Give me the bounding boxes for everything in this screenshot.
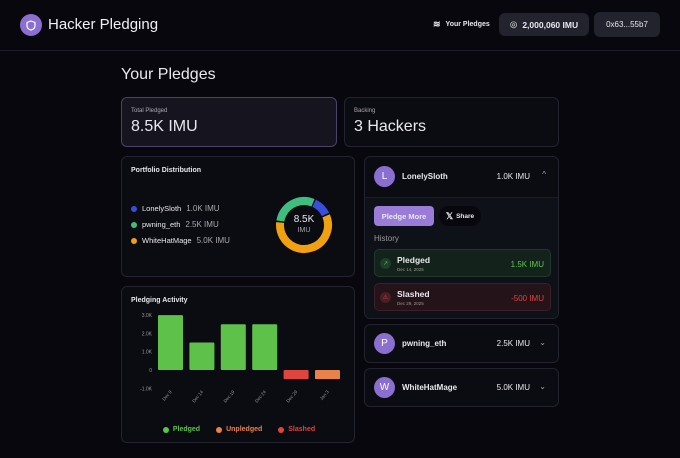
x-tick-label: Dec 9 — [161, 389, 173, 402]
history-item-slashed: ⚠ Slashed Dec 29, 2025 -500 IMU — [374, 283, 551, 311]
donut-slice-LonelySloth — [276, 197, 332, 253]
avatar: L — [374, 166, 395, 187]
bar-jan-3 — [315, 370, 340, 380]
donut-slice-WhiteHatMage — [276, 197, 332, 253]
bar-dec-9 — [158, 315, 183, 370]
wallet-button[interactable]: 0x63...55b7 — [594, 12, 660, 37]
x-tick-label: Dec 29 — [285, 389, 298, 404]
warning-icon: ⚠ — [380, 292, 391, 303]
x-logo-icon: 𝕏 — [445, 210, 454, 221]
bar-chart: 3.0K 2.0K 1.0K 0 -1.0K Dec 9 Dec 14 Dec 19 Dec 2… — [140, 313, 340, 404]
y-tick-label: 1.0K — [142, 350, 153, 356]
app-title: Hacker Pledging — [48, 16, 159, 33]
x-tick-label: Jan 3 — [319, 389, 330, 401]
top-header: Hacker Pledging ≋ Your Pledges ◎ 2,000,060… — [0, 0, 680, 51]
donut-chart — [276, 197, 332, 253]
arrow-up-right-icon: ↗ — [380, 258, 391, 269]
donut-center-value: 8.5K — [293, 214, 315, 225]
bar-dec-19 — [220, 324, 246, 370]
bar-dec-14 — [189, 342, 215, 370]
chevron-down-icon[interactable]: ⌄ — [539, 382, 546, 391]
stat-total-pledged: Total Pledged 8.5K IMU — [121, 97, 337, 147]
balance-badge[interactable]: ◎ 2,000,060 IMU — [499, 13, 589, 36]
activity-card: Pledging Activity 3.0K 2.0K 1.0K 0 -1.0K Dec … — [121, 286, 355, 443]
donut-center-unit: IMU — [297, 227, 311, 234]
hacker-card-pwning-eth[interactable]: P pwning_eth 2.5K IMU ⌄ — [364, 324, 559, 363]
history-item-pledged: ↗ Pledged Dec 14, 2025 1.5K IMU — [374, 249, 551, 277]
avatar: W — [374, 377, 395, 398]
avatar: P — [374, 333, 395, 354]
pledge-more-button[interactable]: Pledge More — [374, 206, 434, 226]
hacker-card-lonelysloth: L LonelySloth 1.0K IMU ^ Pledge More 𝕏 Sh… — [364, 156, 559, 319]
hacker-header[interactable]: L LonelySloth 1.0K IMU ^ — [365, 157, 558, 197]
x-tick-label: Dec 24 — [254, 389, 267, 404]
chevron-down-icon[interactable]: ⌄ — [539, 338, 546, 347]
y-tick-label: 3.0K — [142, 313, 153, 319]
share-button[interactable]: 𝕏 Share — [439, 206, 481, 226]
shield-logo-icon — [20, 14, 42, 36]
page-title: Your Pledges — [121, 66, 216, 83]
stat-backing: Backing 3 Hackers — [344, 97, 559, 147]
history-label: History — [374, 234, 399, 243]
layers-icon: ≋ — [433, 19, 441, 29]
nav-your-pledges[interactable]: ≋ Your Pledges — [433, 19, 490, 29]
chevron-up-icon[interactable]: ^ — [542, 170, 546, 179]
y-tick-label: 2.0K — [142, 331, 153, 337]
bar-dec-24 — [252, 324, 278, 370]
x-tick-label: Dec 14 — [191, 389, 204, 404]
coins-icon: ◎ — [509, 19, 518, 29]
donut-slice-pwning_eth — [276, 197, 332, 253]
y-tick-label: 0 — [149, 368, 152, 374]
bar-dec-29 — [283, 370, 309, 380]
portfolio-card: Portfolio Distribution LonelySloth 1.0K I… — [121, 156, 355, 277]
chart-legend: Pledged Unpledged Slashed — [122, 426, 356, 433]
y-tick-label: -1.0K — [140, 386, 153, 392]
hacker-card-whitehatmage[interactable]: W WhiteHatMage 5.0K IMU ⌄ — [364, 368, 559, 407]
legend-item: WhiteHatMage 5.0K IMU — [131, 236, 230, 245]
x-tick-label: Dec 19 — [223, 389, 236, 404]
legend-item: pwning_eth 2.5K IMU — [131, 220, 219, 229]
legend-item: LonelySloth 1.0K IMU — [131, 204, 220, 213]
